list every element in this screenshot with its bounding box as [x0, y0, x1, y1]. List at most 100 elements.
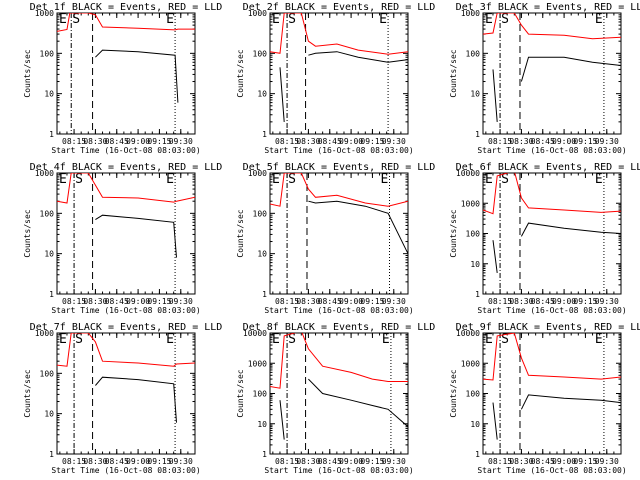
- x-axis-label: Start Time (16-Oct-08 08:03:00): [264, 306, 413, 315]
- x-tick-label: 09:15: [360, 137, 384, 146]
- series-lld-line: [483, 13, 621, 40]
- y-axis-label: Counts/sec: [236, 209, 245, 257]
- y-tick-label: 1000: [248, 169, 267, 178]
- series-lld-line: [483, 173, 621, 215]
- x-tick-label: 08:45: [531, 297, 555, 306]
- series-lld-line: [57, 13, 195, 32]
- y-tick-label: 100: [40, 49, 55, 58]
- panel-title: Det 8f BLACK = Events, RED = LLD: [243, 322, 436, 333]
- x-tick-label: 09:15: [573, 137, 597, 146]
- x-tick-label: 09:30: [595, 137, 619, 146]
- x-axis-label: Start Time (16-Oct-08 08:03:00): [51, 466, 200, 475]
- panel-title: Det 9f BLACK = Events, RED = LLD: [456, 322, 640, 333]
- x-tick-label: 08:30: [509, 457, 533, 466]
- marker-saa: S: [501, 12, 509, 27]
- x-tick-label: 09:00: [126, 457, 150, 466]
- series-lld-line: [57, 333, 195, 367]
- y-tick-label: 1: [49, 450, 54, 459]
- y-tick-label: 1000: [461, 9, 480, 18]
- x-tick-label: 09:30: [169, 137, 193, 146]
- x-tick-label: 09:30: [169, 297, 193, 306]
- x-tick-label: 09:00: [126, 297, 150, 306]
- marker-start: E: [59, 12, 67, 27]
- x-tick-label: 08:15: [275, 137, 299, 146]
- x-tick-label: 09:00: [339, 457, 363, 466]
- x-tick-label: 08:15: [488, 457, 512, 466]
- x-tick-label: 08:15: [62, 137, 86, 146]
- x-axis-label: Start Time (16-Oct-08 08:03:00): [51, 146, 200, 155]
- x-tick-label: 08:30: [509, 137, 533, 146]
- x-tick-label: 08:30: [509, 297, 533, 306]
- panel-det-3: Det 3f BLACK = Events, RED = LLD 1 10 100 10…: [449, 2, 640, 155]
- x-tick-label: 09:15: [360, 297, 384, 306]
- marker-end: E: [379, 12, 387, 27]
- y-axis-label: Counts/sec: [23, 49, 32, 97]
- y-tick-label: 10: [470, 420, 480, 429]
- y-tick-label: 1: [475, 450, 480, 459]
- marker-end: E: [166, 332, 174, 347]
- plot-frame: [269, 332, 409, 455]
- marker-saa: S: [501, 172, 509, 187]
- y-axis-label: Counts/sec: [449, 369, 458, 417]
- series-lld-line: [270, 13, 408, 55]
- marker-saa: S: [75, 172, 83, 187]
- x-tick-label: 09:00: [552, 457, 576, 466]
- x-tick-label: 09:30: [169, 457, 193, 466]
- panel-title: Det 7f BLACK = Events, RED = LLD: [30, 322, 223, 333]
- series-events-line: [279, 378, 408, 440]
- y-tick-label: 100: [253, 209, 268, 218]
- y-tick-label: 10: [44, 410, 54, 419]
- marker-end: E: [595, 12, 603, 27]
- y-tick-label: 1: [262, 450, 267, 459]
- y-axis-label: Counts/sec: [23, 209, 32, 257]
- panel-det-9: Det 9f BLACK = Events, RED = LLD 1 10 100 10…: [449, 322, 640, 475]
- panel-title: Det 5f BLACK = Events, RED = LLD: [243, 162, 436, 173]
- y-tick-label: 100: [466, 49, 481, 58]
- x-tick-label: 09:00: [339, 297, 363, 306]
- panel-det-4: Det 4f BLACK = Events, RED = LLD 1 10 100 10…: [23, 162, 222, 315]
- panel-title: Det 6f BLACK = Events, RED = LLD: [456, 162, 640, 173]
- panel-det-1: Det 1f BLACK = Events, RED = LLD 1 10 100 10…: [23, 2, 222, 155]
- x-tick-label: 09:30: [382, 137, 406, 146]
- series-lld-line: [270, 333, 408, 389]
- marker-start: E: [485, 12, 493, 27]
- marker-end: E: [166, 172, 174, 187]
- x-axis-label: Start Time (16-Oct-08 08:03:00): [264, 146, 413, 155]
- y-tick-label: 10: [44, 90, 54, 99]
- panel-title: Det 4f BLACK = Events, RED = LLD: [30, 162, 223, 173]
- y-tick-label: 1000: [461, 359, 480, 368]
- y-tick-label: 10000: [243, 329, 267, 338]
- marker-start: E: [485, 172, 493, 187]
- marker-end: E: [595, 332, 603, 347]
- x-tick-label: 08:45: [318, 137, 342, 146]
- x-tick-label: 08:15: [488, 137, 512, 146]
- series-events-line: [279, 51, 408, 122]
- marker-end: E: [382, 332, 390, 347]
- y-tick-label: 10000: [456, 169, 480, 178]
- x-tick-label: 09:00: [126, 137, 150, 146]
- x-tick-label: 08:15: [488, 297, 512, 306]
- y-axis-label: Counts/sec: [236, 369, 245, 417]
- y-tick-label: 100: [253, 49, 268, 58]
- y-tick-label: 1000: [35, 9, 54, 18]
- x-tick-label: 08:45: [318, 297, 342, 306]
- y-tick-label: 1000: [35, 329, 54, 338]
- panel-det-7: Det 7f BLACK = Events, RED = LLD 1 10 100 10…: [23, 322, 222, 475]
- marker-start: E: [272, 172, 280, 187]
- panel-title: Det 2f BLACK = Events, RED = LLD: [243, 2, 436, 13]
- series-events-line: [492, 222, 621, 273]
- y-tick-label: 10: [470, 260, 480, 269]
- y-tick-label: 1: [262, 130, 267, 139]
- panel-title: Det 3f BLACK = Events, RED = LLD: [456, 2, 640, 13]
- x-tick-label: 08:30: [296, 137, 320, 146]
- series-lld-line: [57, 173, 195, 204]
- series-events-line: [95, 214, 177, 258]
- x-tick-label: 09:30: [382, 297, 406, 306]
- y-tick-label: 1000: [248, 359, 267, 368]
- x-tick-label: 08:30: [296, 457, 320, 466]
- y-tick-label: 10: [257, 250, 267, 259]
- x-tick-label: 09:30: [382, 457, 406, 466]
- plot-frame: [56, 12, 196, 135]
- x-tick-label: 09:30: [595, 457, 619, 466]
- y-tick-label: 10: [470, 90, 480, 99]
